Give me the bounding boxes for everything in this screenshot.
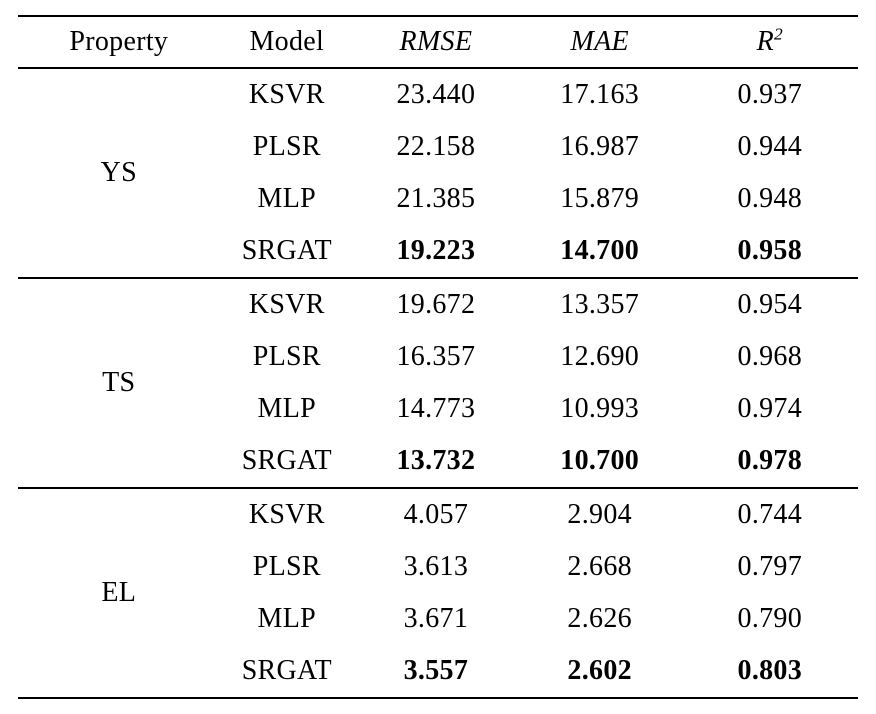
table-row-best: SRGAT 13.732 10.700 0.978: [18, 435, 858, 488]
rmse-cell: 16.357: [396, 341, 476, 372]
r2-cell: 0.978: [737, 445, 803, 476]
mae-cell: 10.993: [560, 393, 640, 424]
table-row: PLSR 16.357 12.690 0.968: [18, 331, 858, 383]
r2-cell: 0.954: [681, 277, 858, 331]
rmse-cell: 14.773: [396, 393, 476, 424]
r2-cell: 0.974: [737, 393, 803, 424]
r2-cell: 0.797: [737, 551, 803, 582]
model-cell: KSVR: [219, 277, 354, 331]
table-header: Property Model RMSE MAE R2: [18, 16, 858, 69]
table-row: MLP 3.671 2.626 0.790: [18, 593, 858, 645]
col-header-rmse: RMSE: [353, 16, 518, 69]
table-row: TS KSVR 19.672 13.357 0.954: [18, 277, 858, 488]
mae-cell: 2.626: [567, 603, 632, 634]
r2-cell: 0.968: [737, 341, 803, 372]
table-row: MLP 14.773 10.993 0.974: [18, 383, 858, 435]
model-cell: PLSR: [252, 341, 321, 372]
mae-cell: 17.163: [517, 67, 682, 121]
model-performance-table: Property Model RMSE MAE R2 YS KSVR 23.44…: [18, 15, 858, 699]
r2-base: R: [756, 26, 774, 57]
r2-cell: 0.937: [681, 67, 858, 121]
property-label-el: EL: [18, 487, 220, 698]
mae-cell: 2.602: [567, 655, 632, 686]
mae-cell: 2.668: [567, 551, 632, 582]
r2-cell: 0.744: [681, 487, 858, 541]
header-row: Property Model RMSE MAE R2: [18, 16, 858, 69]
rmse-cell: 22.158: [396, 131, 476, 162]
table-row: PLSR 3.613 2.668 0.797: [18, 541, 858, 593]
rmse-cell: 3.613: [403, 551, 469, 582]
model-cell: MLP: [257, 603, 317, 634]
r2-cell: 0.958: [737, 235, 803, 266]
model-cell: SRGAT: [241, 235, 332, 266]
model-cell: SRGAT: [241, 655, 332, 686]
model-cell: KSVR: [219, 67, 354, 121]
rmse-cell: 21.385: [396, 183, 476, 214]
group-ts: TS KSVR 19.672 13.357 0.954 PLSR 16.357 …: [18, 277, 858, 488]
group-ys: YS KSVR 23.440 17.163 0.937 PLSR 22.158 …: [18, 67, 858, 278]
rmse-cell: 19.223: [396, 235, 476, 266]
col-header-property: Property: [18, 16, 220, 69]
table-row: PLSR 22.158 16.987 0.944: [18, 121, 858, 173]
rmse-cell: 19.672: [353, 277, 518, 331]
r2-superscript: 2: [774, 24, 783, 44]
mae-cell: 2.904: [517, 487, 682, 541]
rmse-cell: 3.671: [403, 603, 469, 634]
group-el: EL KSVR 4.057 2.904 0.744 PLSR 3.613 2.6…: [18, 487, 858, 698]
rmse-cell: 4.057: [353, 487, 518, 541]
model-cell: PLSR: [252, 551, 321, 582]
property-label-ys: YS: [18, 67, 220, 278]
col-header-model: Model: [219, 16, 354, 69]
table-row: MLP 21.385 15.879 0.948: [18, 173, 858, 225]
model-cell: MLP: [257, 393, 317, 424]
table-row: EL KSVR 4.057 2.904 0.744: [18, 487, 858, 698]
mae-cell: 13.357: [517, 277, 682, 331]
model-cell: MLP: [257, 183, 317, 214]
rmse-cell: 23.440: [353, 67, 518, 121]
model-cell: SRGAT: [241, 445, 332, 476]
mae-cell: 15.879: [560, 183, 640, 214]
mae-cell: 16.987: [560, 131, 640, 162]
model-cell: KSVR: [219, 487, 354, 541]
model-cell: PLSR: [252, 131, 321, 162]
mae-cell: 14.700: [560, 235, 640, 266]
property-label-ts: TS: [18, 277, 220, 488]
table-row-best: SRGAT 19.223 14.700 0.958: [18, 225, 858, 278]
mae-cell: 10.700: [560, 445, 640, 476]
table-row-best: SRGAT 3.557 2.602 0.803: [18, 645, 858, 698]
r2-cell: 0.948: [737, 183, 803, 214]
results-table-container: Property Model RMSE MAE R2 YS KSVR 23.44…: [18, 15, 858, 699]
mae-cell: 12.690: [560, 341, 640, 372]
col-header-r2: R2: [681, 16, 858, 69]
table-row: YS KSVR 23.440 17.163 0.937: [18, 67, 858, 278]
col-header-mae: MAE: [517, 16, 682, 69]
rmse-cell: 3.557: [403, 655, 469, 686]
r2-cell: 0.944: [737, 131, 803, 162]
r2-cell: 0.803: [737, 655, 803, 686]
r2-cell: 0.790: [737, 603, 803, 634]
rmse-cell: 13.732: [396, 445, 476, 476]
